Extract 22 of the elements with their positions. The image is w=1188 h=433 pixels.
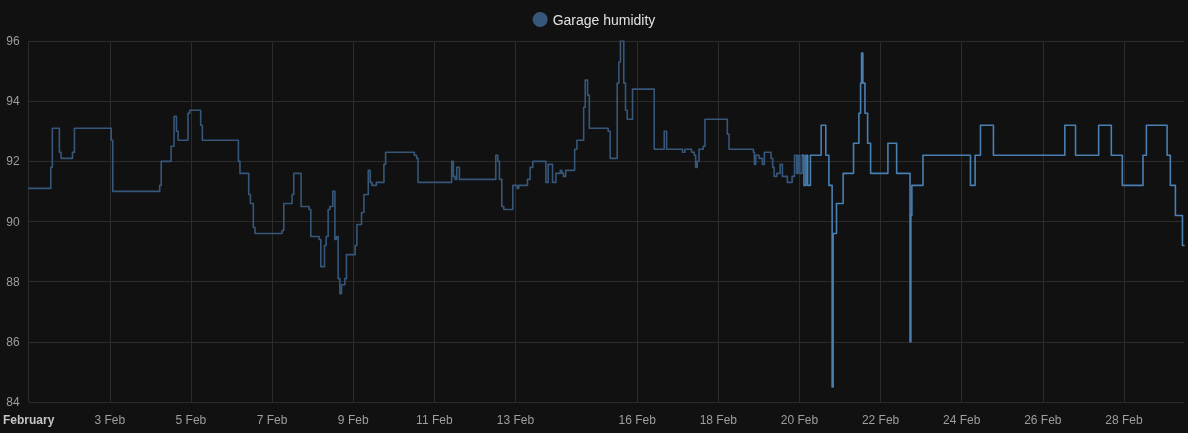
x-tick-label: 9 Feb — [337, 413, 369, 427]
x-tick-label: 18 Feb — [699, 413, 738, 427]
x-tick-label: 22 Feb — [861, 413, 900, 427]
y-tick-label: 86 — [6, 334, 20, 349]
x-tick-label: 28 Feb — [1105, 413, 1143, 427]
y-tick-label: 96 — [6, 34, 20, 48]
y-tick-label: 94 — [6, 94, 20, 109]
x-tick-label: 26 Feb — [1024, 413, 1062, 427]
x-tick-label: 3 Feb — [94, 413, 126, 427]
x-tick-label: February — [3, 413, 55, 427]
y-tick-label: 84 — [6, 395, 20, 409]
x-tick-label: 24 Feb — [943, 413, 981, 427]
y-tick-label: 90 — [6, 214, 20, 229]
x-tick-label: 5 Feb — [175, 413, 207, 427]
x-tick-label: 7 Feb — [256, 413, 288, 427]
y-tick-label: 92 — [6, 154, 20, 169]
x-tick-label: 11 Feb — [416, 413, 453, 427]
x-tick-label: 20 Feb — [780, 413, 819, 427]
y-tick-label: 88 — [6, 274, 20, 289]
x-tick-label: 13 Feb — [496, 413, 535, 427]
legend-label: Garage humidity — [552, 11, 656, 28]
x-tick-label: 16 Feb — [618, 413, 657, 427]
